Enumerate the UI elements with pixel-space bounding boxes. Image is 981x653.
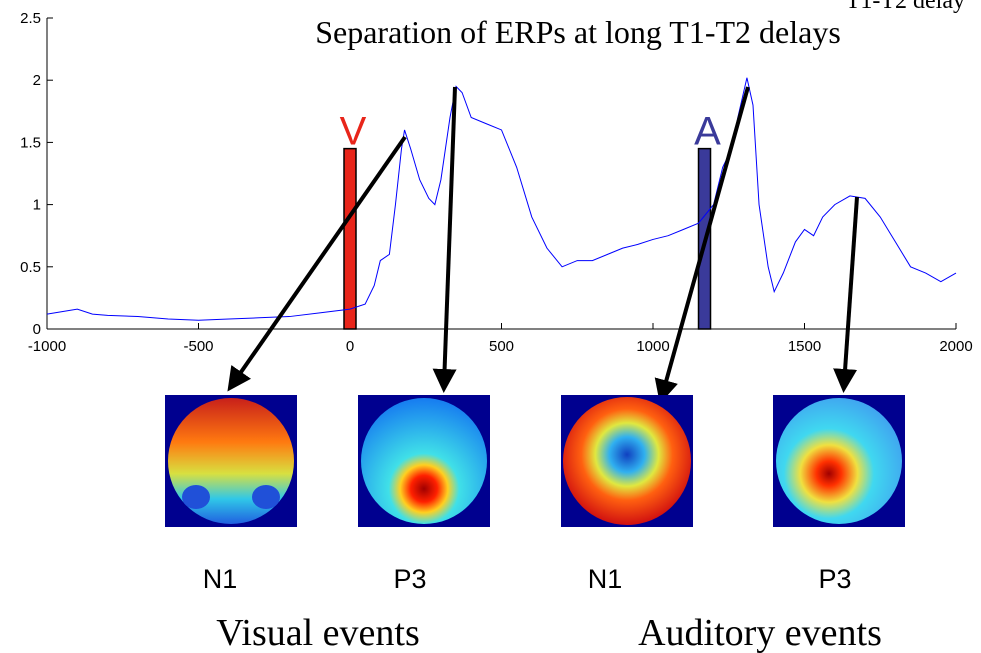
group-label: Visual events — [216, 612, 420, 653]
y-tick-label: 1 — [33, 197, 41, 214]
x-tick-label: -1000 — [28, 338, 66, 355]
map-label: N1 — [588, 564, 623, 594]
topomaps — [165, 395, 905, 527]
x-tick-label: 2000 — [939, 338, 972, 355]
x-tick-label: 500 — [489, 338, 514, 355]
topomap — [776, 398, 902, 524]
map-label: P3 — [393, 564, 426, 594]
group-label: Auditory events — [638, 612, 882, 653]
plot: 0 0.5 1 1.5 2 2.5 -1000 -500 0 500 1000 1500 2000 V A — [20, 10, 973, 355]
x-tick-label: 1000 — [636, 338, 669, 355]
map-label: N1 — [203, 564, 238, 594]
arrow — [833, 196, 859, 393]
arrows — [227, 86, 859, 404]
y-tick-label: 0 — [33, 321, 41, 338]
chart-title: Separation of ERPs at long T1-T2 delays — [315, 14, 841, 50]
event-label: V — [340, 110, 367, 154]
y-tick-label: 2.5 — [20, 10, 41, 27]
arrow — [654, 86, 750, 404]
arrow — [227, 135, 407, 392]
erp-line — [46, 77, 957, 321]
y-tick-label: 2 — [33, 72, 41, 89]
x-tick-label: 1500 — [788, 338, 821, 355]
x-tick-label: 0 — [346, 338, 354, 355]
topomap-blob — [252, 485, 280, 509]
topomap — [361, 398, 487, 524]
corner-text: T1-T2 delay — [846, 0, 965, 14]
event-label: A — [694, 110, 721, 154]
y-tick-label: 0.5 — [20, 259, 41, 276]
arrow — [432, 86, 457, 393]
topomap — [563, 397, 691, 525]
x-tick-label: -500 — [183, 338, 213, 355]
event-bar — [343, 147, 357, 330]
topomap-blob — [182, 485, 210, 509]
map-label: P3 — [818, 564, 851, 594]
y-tick-label: 1.5 — [20, 134, 41, 151]
